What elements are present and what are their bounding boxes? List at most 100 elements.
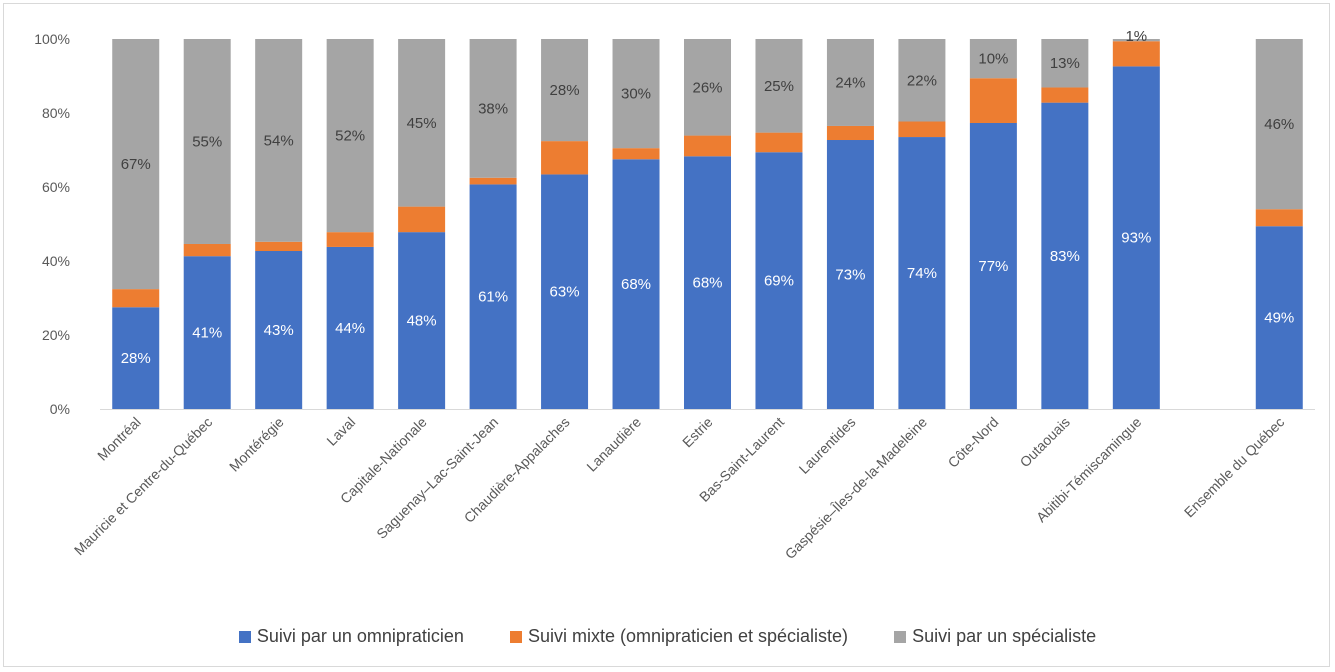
bar-segment <box>898 137 946 410</box>
legend-item: Suivi par un omnipraticien <box>238 626 464 647</box>
data-label: 41% <box>192 325 222 342</box>
x-tick-label: Laval <box>323 414 358 449</box>
bar-segment <box>755 39 803 133</box>
data-label: 10% <box>978 51 1008 68</box>
data-label: 38% <box>478 100 508 117</box>
data-label: 49% <box>1264 310 1294 327</box>
y-axis: 0% 20% 40% 60% 80% 100% <box>34 31 1315 417</box>
bar-segment <box>684 156 731 409</box>
data-label: 68% <box>692 275 722 292</box>
bar-segment <box>255 241 303 252</box>
legend-swatch <box>509 630 522 643</box>
data-label: 55% <box>192 133 222 150</box>
bar-segment <box>1041 39 1089 88</box>
bar-segment <box>469 184 517 409</box>
x-tick-label: Montréal <box>94 414 144 464</box>
data-label: 1% <box>1125 28 1147 45</box>
x-tick-label: Saguenay–Lac-Saint-Jean <box>373 414 501 542</box>
legend-item: Suivi mixte (omnipraticien et spécialist… <box>509 626 848 647</box>
bar-segment <box>755 152 803 409</box>
y-tick-label: 40% <box>42 253 70 269</box>
bar-segment <box>1255 39 1303 210</box>
x-tick-label: Estrie <box>679 414 716 451</box>
bar-segment <box>398 232 446 409</box>
bar-segment <box>541 39 589 142</box>
bar-segment <box>326 232 374 247</box>
data-label: 13% <box>1050 55 1080 72</box>
legend-label: Suivi par un spécialiste <box>912 626 1097 646</box>
bar-segment <box>826 140 874 409</box>
bars: 28% 67% 41% 55% 43% 54% 44% 52% 48% 45% 61% 38% 63% 2… <box>112 28 1303 410</box>
bar-segment <box>112 289 160 308</box>
bar-segment <box>541 141 589 175</box>
bar-segment <box>1112 41 1160 67</box>
stacked-bar-chart: 0% 20% 40% 60% 80% 100% 28% 67% 41% 55% 43% 54% 44%… <box>34 28 1315 562</box>
x-tick-label: Lanaudière <box>583 414 644 475</box>
data-label: 22% <box>907 72 937 89</box>
bar-segment <box>1255 226 1303 409</box>
y-tick-label: 0% <box>50 401 70 417</box>
bar-segment <box>898 39 946 122</box>
data-label: 43% <box>264 322 294 339</box>
data-label: 63% <box>550 284 580 301</box>
bar-segment <box>969 122 1017 410</box>
bar-segment <box>684 39 731 136</box>
x-tick-label: Laurentides <box>796 414 859 477</box>
x-tick-label: Mauricie et Centre-du-Québec <box>71 414 215 558</box>
bar-segment <box>1041 87 1089 103</box>
bar-segment <box>898 121 946 138</box>
data-label: 93% <box>1121 230 1151 247</box>
data-label: 74% <box>907 265 937 282</box>
data-label: 46% <box>1264 116 1294 133</box>
x-tick-label: Montérégie <box>226 414 287 475</box>
bar-segment <box>469 39 517 178</box>
bar-segment <box>183 256 231 409</box>
legend-item: Suivi par un spécialiste <box>894 626 1096 647</box>
data-label: 26% <box>692 79 722 96</box>
x-tick-label: Ensemble du Québec <box>1181 414 1288 521</box>
data-label: 68% <box>621 276 651 293</box>
y-tick-label: 60% <box>42 179 70 195</box>
y-tick-label: 20% <box>42 327 70 343</box>
data-label: 28% <box>121 350 151 367</box>
data-label: 28% <box>550 82 580 99</box>
bar-segment <box>826 39 874 126</box>
data-label: 52% <box>335 128 365 145</box>
bar-segment <box>969 78 1017 123</box>
bar-segment <box>541 174 589 409</box>
bar-segment <box>755 132 803 153</box>
bar-segment <box>183 39 231 244</box>
bar-segment <box>969 39 1017 79</box>
bar-segment <box>612 148 660 160</box>
bar-segment <box>826 125 874 141</box>
bar-segment <box>326 39 374 233</box>
legend-swatch <box>238 630 251 643</box>
bar-segment <box>684 135 731 157</box>
y-tick-label: 100% <box>34 31 70 47</box>
bar-segment <box>326 246 374 409</box>
data-label: 25% <box>764 78 794 95</box>
bar-segment <box>398 39 446 207</box>
bar-segment <box>1112 66 1160 409</box>
data-label: 67% <box>121 156 151 173</box>
data-label: 45% <box>407 115 437 132</box>
bar-segment <box>1112 39 1160 42</box>
data-label: 69% <box>764 273 794 290</box>
legend-swatch <box>894 630 907 643</box>
data-label: 48% <box>407 313 437 330</box>
data-label: 73% <box>835 267 865 284</box>
data-label: 77% <box>978 258 1008 275</box>
bar-segment <box>398 206 446 233</box>
bar-segment <box>1255 209 1303 227</box>
data-label: 61% <box>478 289 508 306</box>
bar-segment <box>112 39 160 290</box>
bar-segment <box>255 251 303 409</box>
bar-segment <box>612 159 660 409</box>
data-label: 44% <box>335 320 365 337</box>
y-tick-label: 80% <box>42 105 70 121</box>
bar-segment <box>1041 102 1089 409</box>
data-label: 83% <box>1050 248 1080 265</box>
legend-label: Suivi par un omnipraticien <box>256 626 464 646</box>
x-tick-label: Côte-Nord <box>945 414 1002 471</box>
